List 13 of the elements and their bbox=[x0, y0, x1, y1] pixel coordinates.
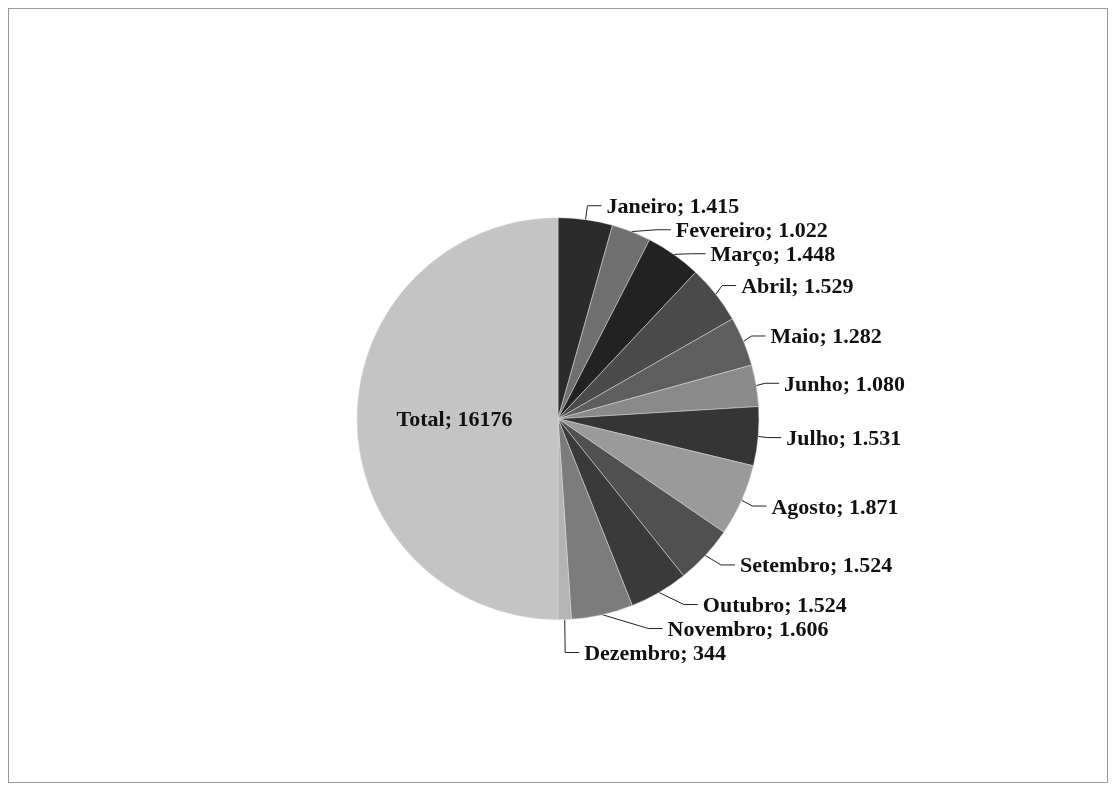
slice-label: Março; 1.448 bbox=[710, 241, 836, 267]
slice-label: Julho; 1.531 bbox=[786, 425, 902, 451]
slice-label: Outubro; 1.524 bbox=[702, 592, 847, 618]
slice-label: Agosto; 1.871 bbox=[771, 493, 899, 519]
slice-label: Maio; 1.282 bbox=[770, 323, 882, 349]
slice-label: Total; 16176 bbox=[396, 406, 513, 432]
slice-label: Novembro; 1.606 bbox=[667, 616, 829, 642]
slice-label: Janeiro; 1.415 bbox=[606, 193, 740, 219]
slice-label: Abril; 1.529 bbox=[741, 273, 854, 299]
slice-label: Setembro; 1.524 bbox=[739, 552, 893, 578]
slice-label: Fevereiro; 1.022 bbox=[675, 217, 828, 243]
slice-label: Junho; 1.080 bbox=[784, 370, 906, 396]
slice-label: Dezembro; 344 bbox=[584, 640, 727, 666]
